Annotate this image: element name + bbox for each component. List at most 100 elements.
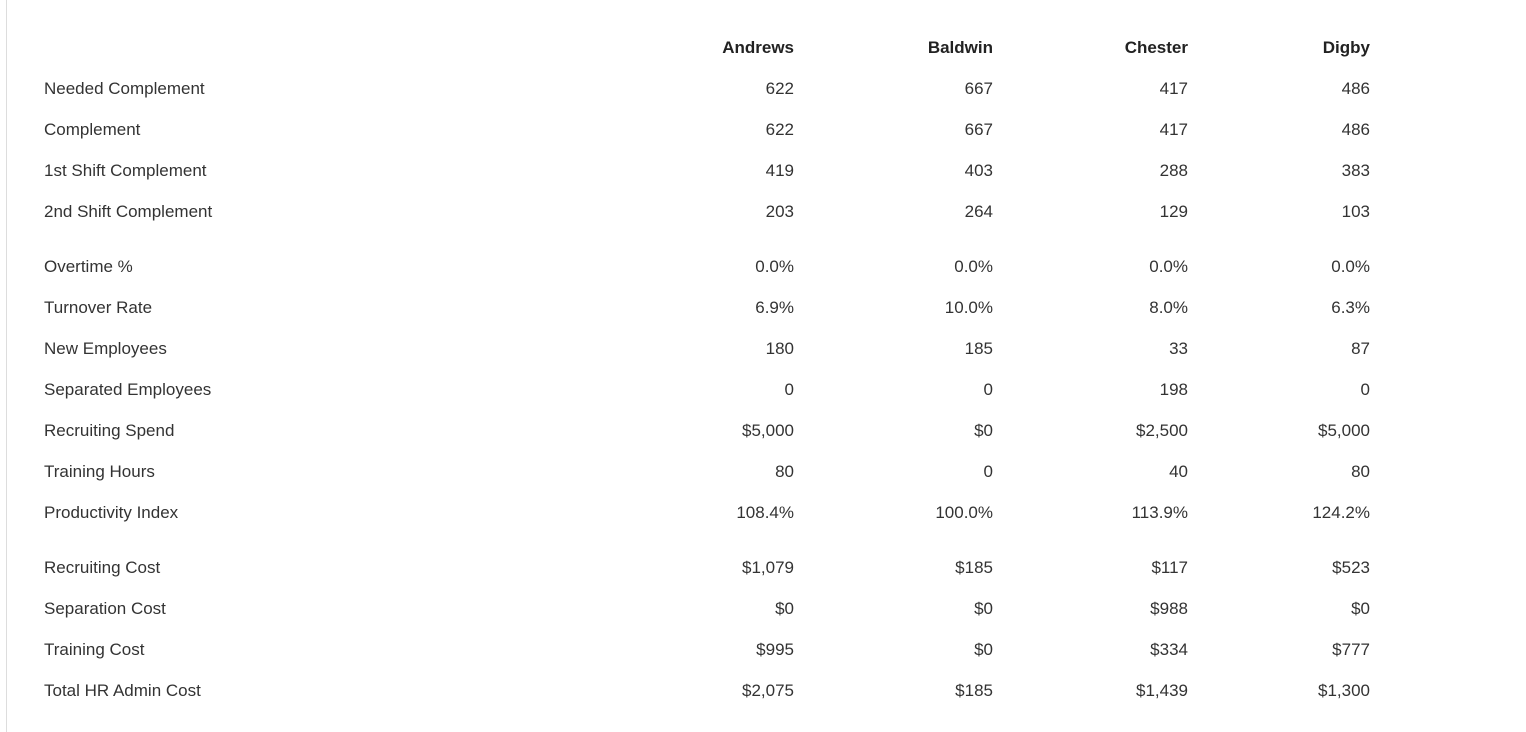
row-label: Productivity Index (44, 502, 179, 522)
cell-digby: $5,000 (1318, 420, 1370, 440)
table-row: New Employees 180 185 33 87 (44, 328, 1370, 369)
cell-baldwin: 0 (983, 461, 993, 481)
cell-digby: 80 (1351, 461, 1370, 481)
cell-andrews: 108.4% (736, 502, 794, 522)
cell-digby: $523 (1332, 557, 1370, 577)
cell-chester: 198 (1159, 379, 1188, 399)
cell-chester: 417 (1159, 119, 1188, 139)
cell-digby: 383 (1341, 160, 1370, 180)
cell-chester: 129 (1159, 201, 1188, 221)
cell-digby: 486 (1341, 119, 1370, 139)
cell-digby: 103 (1341, 201, 1370, 221)
cell-andrews: $2,075 (742, 680, 794, 700)
header-baldwin: Baldwin (927, 37, 993, 57)
table-header-row: Andrews Baldwin Chester Digby (44, 27, 1370, 68)
cell-andrews: 180 (765, 338, 794, 358)
cell-digby: 124.2% (1312, 502, 1370, 522)
row-label: Recruiting Spend (44, 420, 175, 440)
cell-baldwin: 10.0% (944, 297, 993, 317)
header-chester: Chester (1124, 37, 1188, 57)
row-label: Turnover Rate (44, 297, 153, 317)
row-label: 1st Shift Complement (44, 160, 207, 180)
cell-baldwin: $0 (974, 639, 993, 659)
cell-chester: 288 (1159, 160, 1188, 180)
cell-andrews: 0.0% (755, 256, 794, 276)
cell-baldwin: 0 (983, 379, 993, 399)
table-body: Needed Complement 622 667 417 486 Complement 6… (44, 68, 1370, 711)
cell-chester: $988 (1150, 598, 1188, 618)
table-row: Recruiting Spend $5,000 $0 $2,500 $5,000 (44, 410, 1370, 451)
cell-andrews: 6.9% (755, 297, 794, 317)
cell-chester: 113.9% (1131, 502, 1188, 522)
row-label: Training Cost (44, 639, 145, 659)
cell-chester: 417 (1159, 78, 1188, 98)
row-label: Total HR Admin Cost (44, 680, 201, 700)
row-label: Recruiting Cost (44, 557, 161, 577)
table-row: Total HR Admin Cost $2,075 $185 $1,439 $1,30… (44, 670, 1370, 711)
cell-chester: $2,500 (1136, 420, 1188, 440)
cell-digby: 6.3% (1331, 297, 1370, 317)
table-row: Training Hours 80 0 40 80 (44, 451, 1370, 492)
table-row: Complement 622 667 417 486 (44, 109, 1370, 150)
cell-baldwin: $185 (955, 680, 993, 700)
cell-digby: 0 (1360, 379, 1370, 399)
cell-chester: $334 (1150, 639, 1188, 659)
cell-baldwin: $0 (974, 598, 993, 618)
table-row: Needed Complement 622 667 417 486 (44, 68, 1370, 109)
left-divider (6, 0, 7, 732)
cell-chester: 8.0% (1149, 297, 1188, 317)
cell-baldwin: 403 (964, 160, 993, 180)
table-row: Training Cost $995 $0 $334 $777 (44, 629, 1370, 670)
row-label: Needed Complement (44, 78, 205, 98)
row-label: 2nd Shift Complement (44, 201, 213, 221)
cell-andrews: 622 (765, 78, 794, 98)
cell-andrews: $5,000 (742, 420, 794, 440)
cell-andrews: 203 (765, 201, 794, 221)
cell-digby: $1,300 (1318, 680, 1370, 700)
row-label: Separated Employees (44, 379, 212, 399)
hr-summary-table: Andrews Baldwin Chester Digby Needed Com… (44, 27, 1370, 711)
row-label: Complement (44, 119, 141, 139)
header-andrews: Andrews (722, 37, 794, 57)
table-row: Recruiting Cost $1,079 $185 $117 $523 (44, 533, 1370, 588)
cell-digby: 87 (1351, 338, 1370, 358)
table-row: 1st Shift Complement 419 403 288 383 (44, 150, 1370, 191)
cell-baldwin: 264 (964, 201, 993, 221)
table-row: Overtime % 0.0% 0.0% 0.0% 0.0% (44, 232, 1370, 287)
cell-andrews: $995 (756, 639, 794, 659)
cell-baldwin: 667 (964, 78, 993, 98)
table-row: Separation Cost $0 $0 $988 $0 (44, 588, 1370, 629)
row-label: Training Hours (44, 461, 155, 481)
cell-chester: 33 (1169, 338, 1188, 358)
cell-andrews: $0 (775, 598, 794, 618)
table-row: 2nd Shift Complement 203 264 129 103 (44, 191, 1370, 232)
cell-andrews: 0 (784, 379, 794, 399)
cell-andrews: 622 (765, 119, 794, 139)
cell-digby: $0 (1351, 598, 1370, 618)
header-digby: Digby (1322, 37, 1370, 57)
table-row: Separated Employees 0 0 198 0 (44, 369, 1370, 410)
cell-baldwin: 667 (964, 119, 993, 139)
row-label: New Employees (44, 338, 167, 358)
cell-chester: $1,439 (1136, 680, 1188, 700)
header-label-column (44, 27, 594, 68)
cell-digby: 0.0% (1331, 256, 1370, 276)
cell-andrews: 419 (765, 160, 794, 180)
cell-chester: 40 (1169, 461, 1188, 481)
cell-baldwin: $185 (955, 557, 993, 577)
table-row: Productivity Index 108.4% 100.0% 113.9% 124.… (44, 492, 1370, 533)
cell-digby: $777 (1332, 639, 1370, 659)
cell-digby: 486 (1341, 78, 1370, 98)
cell-baldwin: 0.0% (954, 256, 993, 276)
cell-andrews: $1,079 (742, 557, 794, 577)
row-label: Overtime % (44, 256, 133, 276)
cell-baldwin: $0 (974, 420, 993, 440)
cell-chester: 0.0% (1149, 256, 1188, 276)
cell-baldwin: 100.0% (935, 502, 993, 522)
row-label: Separation Cost (44, 598, 166, 618)
table-row: Turnover Rate 6.9% 10.0% 8.0% 6.3% (44, 287, 1370, 328)
cell-chester: $117 (1151, 557, 1188, 577)
cell-baldwin: 185 (964, 338, 993, 358)
cell-andrews: 80 (775, 461, 794, 481)
